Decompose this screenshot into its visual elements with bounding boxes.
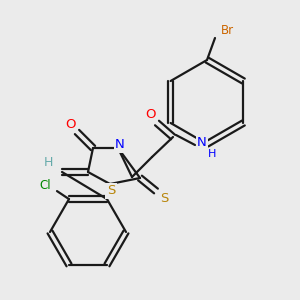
Text: O: O xyxy=(65,118,75,131)
Text: S: S xyxy=(160,191,168,205)
Text: Br: Br xyxy=(220,23,234,37)
Text: S: S xyxy=(107,184,115,197)
Text: N: N xyxy=(197,136,207,149)
Text: O: O xyxy=(145,109,155,122)
Text: H: H xyxy=(208,149,216,159)
Text: N: N xyxy=(115,139,125,152)
Text: Cl: Cl xyxy=(39,178,51,192)
Text: H: H xyxy=(43,155,53,169)
